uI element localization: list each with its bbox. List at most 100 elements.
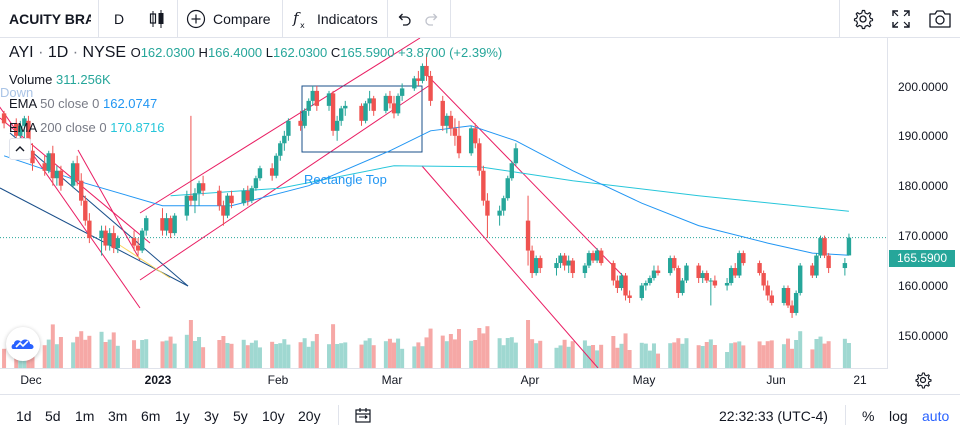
compare-button[interactable]: Compare (186, 0, 271, 38)
chart-type-button[interactable] (148, 0, 166, 38)
candle-body (741, 253, 746, 264)
candle (343, 100, 348, 116)
auto-scale-button[interactable]: auto (922, 408, 950, 424)
candle (424, 53, 429, 81)
chart-canvas[interactable]: Rectangle Top (0, 38, 888, 368)
ema200-value: 170.8716 (110, 120, 165, 135)
range-3m-button[interactable]: 3m (108, 408, 128, 424)
volume-bar (221, 336, 226, 368)
candle-body (505, 178, 510, 199)
time-tick-label: Mar (381, 373, 403, 387)
candle-body (452, 128, 458, 136)
candle-body (200, 183, 206, 191)
candle (278, 140, 283, 161)
volume-bar (729, 343, 734, 368)
range-5y-button[interactable]: 5y (233, 408, 248, 424)
candle (391, 95, 397, 119)
candle-body (391, 103, 397, 114)
redo-button[interactable] (424, 0, 440, 38)
range-20y-button[interactable]: 20y (298, 408, 321, 424)
volume-bar (225, 343, 230, 368)
volume-bar (274, 344, 279, 368)
time-axis-settings-button[interactable] (914, 371, 932, 394)
candle (99, 225, 104, 256)
candle-body (814, 255, 819, 276)
range-5d-button[interactable]: 5d (45, 408, 61, 424)
candle (505, 175, 510, 201)
candle (737, 250, 742, 279)
range-10y-button[interactable]: 10y (262, 408, 285, 424)
volume-bar (810, 349, 815, 368)
volume-bar (704, 342, 709, 368)
candle-body (225, 195, 230, 216)
candle (452, 118, 458, 146)
volume-bar (302, 338, 307, 368)
ema50-legend-row[interactable]: EMA 50 close 0 162.0747 (9, 96, 157, 111)
volume-bar (184, 334, 189, 368)
fullscreen-button[interactable] (891, 0, 911, 38)
compare-label: Compare (213, 11, 271, 27)
volume-bar (197, 337, 202, 368)
channel-line (139, 84, 431, 281)
volume-bar (416, 342, 421, 368)
date-range-button[interactable] (354, 406, 372, 429)
candle (619, 273, 624, 291)
settings-button[interactable] (852, 0, 874, 38)
candle (627, 290, 632, 303)
candle-body (58, 170, 64, 186)
snapshot-button[interactable] (928, 0, 952, 38)
volume-bar (229, 343, 234, 368)
candle (58, 165, 64, 191)
candle-body (192, 193, 198, 201)
ema200-legend-row[interactable]: EMA 200 close 0 170.8716 (9, 120, 164, 135)
volume-bar (424, 337, 429, 368)
candle-body (501, 198, 506, 211)
percent-scale-button[interactable]: % (862, 408, 875, 424)
volume-bar (725, 352, 730, 368)
ema200-params: 200 close 0 (40, 120, 107, 135)
volume-bar (826, 341, 831, 368)
range-1m-button[interactable]: 1m (75, 408, 95, 424)
candle (846, 233, 852, 256)
candle (168, 215, 173, 239)
log-scale-button[interactable]: log (889, 408, 908, 424)
candle (420, 63, 425, 84)
range-1y-button[interactable]: 1y (175, 408, 190, 424)
rectangle-drawing-label[interactable]: Rectangle Top (304, 172, 387, 187)
candle-body (570, 260, 575, 274)
volume-bar (794, 340, 799, 368)
tradingview-logo-button[interactable] (6, 327, 40, 361)
chart-drawings[interactable] (0, 38, 626, 368)
candle (570, 258, 575, 279)
candle (257, 165, 263, 181)
interval-button[interactable]: D (114, 0, 124, 38)
candle-body (184, 195, 190, 216)
volume-legend-row[interactable]: Volume 311.256K (9, 72, 111, 87)
symbol-search-button[interactable]: ACUITY BRANDS (9, 0, 91, 38)
range-6m-button[interactable]: 6m (141, 408, 161, 424)
high-value: 166.4000 (207, 45, 263, 60)
volume-bar (217, 340, 222, 368)
candle (582, 263, 588, 279)
candlestick-series[interactable] (1, 53, 852, 318)
candle-body (115, 238, 120, 249)
symbol-legend-row[interactable]: AYI · 1D · NYSE O162.0300 H166.4000 L162… (9, 44, 502, 62)
candle-body (172, 215, 177, 234)
candle (241, 188, 246, 206)
open-value: 162.0300 (140, 45, 195, 60)
toolbar-divider (177, 0, 178, 38)
legend-collapse-button[interactable] (9, 138, 31, 160)
candle-body (655, 270, 661, 274)
volume-bar (761, 345, 766, 368)
undo-button[interactable] (396, 0, 412, 38)
timezone-clock[interactable]: 22:32:33 (UTC-4) (719, 408, 828, 424)
candle-body (428, 75, 433, 101)
candle (14, 118, 19, 141)
volume-bar (46, 339, 51, 368)
candle-body (444, 115, 450, 126)
range-1d-button[interactable]: 1d (16, 408, 32, 424)
range-3y-button[interactable]: 3y (204, 408, 219, 424)
time-tick-label: Dec (20, 373, 42, 387)
time-tick-label: 21 (853, 373, 867, 387)
